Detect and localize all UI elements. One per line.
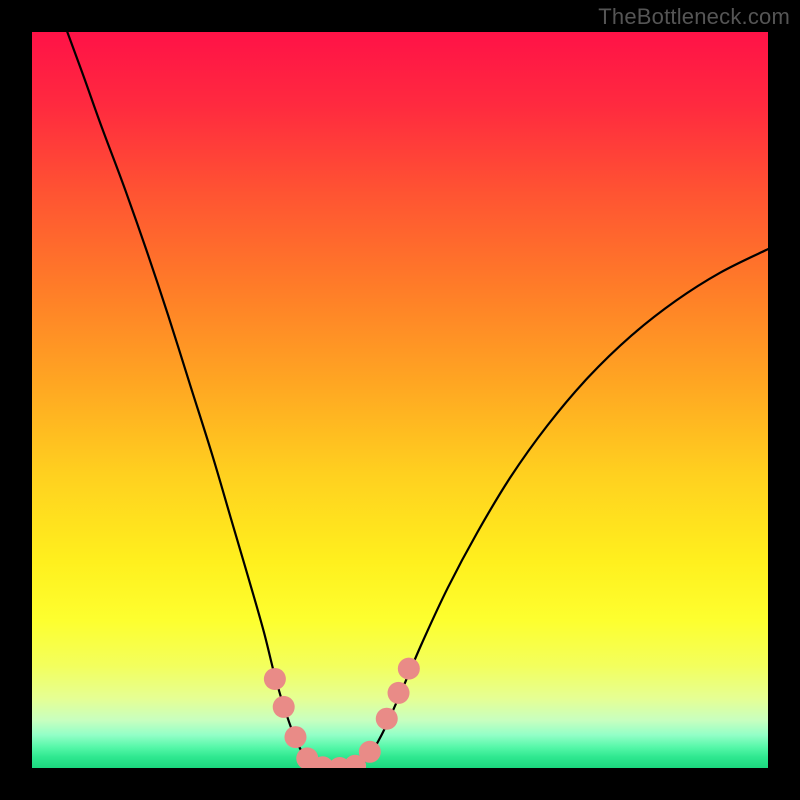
marker-dot xyxy=(273,696,295,718)
marker-dot xyxy=(376,708,398,730)
marker-dot xyxy=(388,682,410,704)
marker-dot xyxy=(359,741,381,763)
marker-dot xyxy=(398,658,420,680)
marker-dot xyxy=(264,668,286,690)
outer-frame: TheBottleneck.com xyxy=(0,0,800,800)
watermark-text: TheBottleneck.com xyxy=(598,4,790,30)
marker-dot xyxy=(284,726,306,748)
chart-plot xyxy=(32,32,768,768)
gradient-background xyxy=(32,32,768,768)
chart-svg xyxy=(32,32,768,768)
